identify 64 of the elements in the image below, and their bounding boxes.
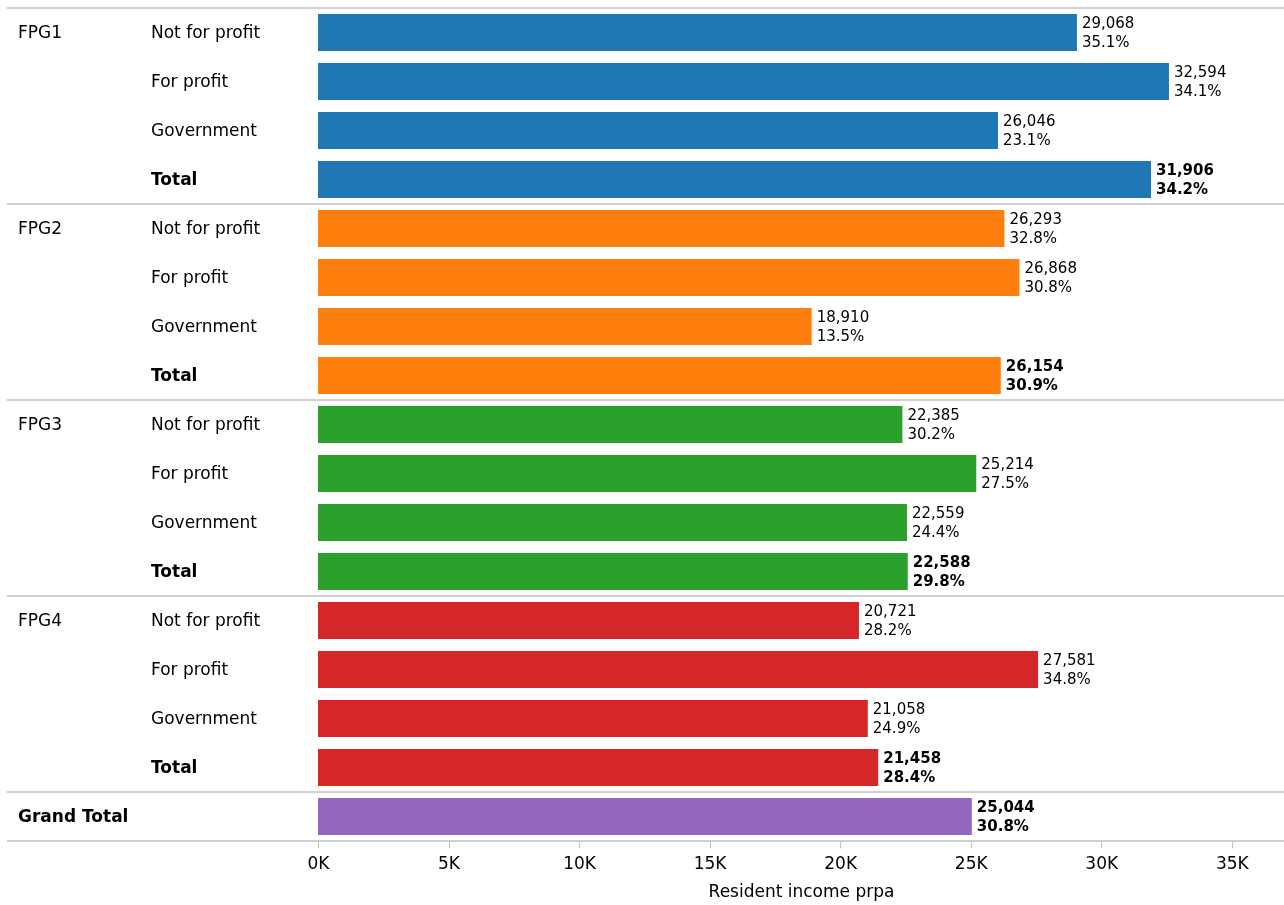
- bar: [318, 63, 1169, 100]
- text: 20,721 28.2%: [863, 602, 917, 639]
- text: FPG2: [18, 217, 63, 238]
- y-tick-label: Total: [151, 560, 198, 581]
- text: 25,044 30.8%: [976, 798, 1035, 835]
- y-tick-label: Not for profit: [151, 21, 261, 42]
- text: 22,385 30.2%: [907, 406, 960, 443]
- bar: [318, 406, 903, 443]
- text: FPG4: [18, 609, 63, 630]
- bar: [318, 308, 812, 345]
- text: 31,906 34.2%: [1156, 161, 1214, 198]
- x-tick-label: 5K: [438, 852, 461, 873]
- text: 18,910 13.5%: [816, 308, 870, 345]
- bar: [318, 700, 868, 737]
- bar: [318, 14, 1077, 51]
- x-tick-label: 0K: [307, 852, 331, 873]
- y-tick-label: Not for profit: [151, 217, 261, 238]
- x-tick-label: 35K: [1215, 852, 1250, 873]
- text: FPG3: [18, 413, 63, 434]
- text: 21,458 28.4%: [883, 749, 942, 786]
- y-tick-label: Total: [151, 756, 198, 777]
- text: 26,046 23.1%: [1003, 112, 1056, 149]
- text: 25,214 27.5%: [981, 455, 1034, 492]
- y-tick-label: Government: [151, 707, 258, 728]
- y-tick-label: Not for profit: [151, 413, 261, 434]
- text: Grand Total: [18, 805, 129, 826]
- bar: [318, 798, 972, 835]
- y-tick-label: Government: [151, 315, 258, 336]
- y-tick-label: For profit: [151, 658, 229, 679]
- bar: [318, 259, 1020, 296]
- text: FPG1: [18, 21, 63, 42]
- x-tick-label: 10K: [563, 852, 597, 873]
- y-tick-label: Total: [151, 364, 198, 385]
- bar: [318, 455, 977, 492]
- x-tick-label: 30K: [1085, 852, 1119, 873]
- bar: [318, 357, 1001, 394]
- y-tick-label: Government: [151, 511, 258, 532]
- bar: [318, 504, 907, 541]
- bar: [318, 651, 1039, 688]
- x-tick-label: 25K: [954, 852, 989, 873]
- bar: [318, 602, 859, 639]
- text: 26,868 30.8%: [1024, 259, 1077, 296]
- text: 27,581 34.8%: [1043, 651, 1096, 688]
- text: 26,293 32.8%: [1009, 210, 1062, 247]
- text: 22,559 24.4%: [911, 504, 965, 541]
- text: 22,588 29.8%: [912, 553, 971, 590]
- bar: [318, 749, 879, 786]
- x-tick-label: 15K: [693, 852, 728, 873]
- y-tick-label: Not for profit: [151, 609, 261, 630]
- text: 29,068 35.1%: [1081, 14, 1135, 51]
- y-tick-label: For profit: [151, 266, 229, 287]
- bar: [318, 161, 1152, 198]
- x-tick-label: 20K: [824, 852, 858, 873]
- y-tick-label: For profit: [151, 462, 229, 483]
- bar: [318, 210, 1005, 247]
- y-tick-label: Total: [151, 168, 198, 189]
- y-tick-label: Government: [151, 119, 258, 140]
- bar: [318, 553, 908, 590]
- text: 26,154 30.9%: [1005, 357, 1064, 394]
- y-tick-label: For profit: [151, 70, 229, 91]
- text: 32,594 34.1%: [1173, 63, 1227, 100]
- text: 21,058 24.9%: [872, 700, 926, 737]
- x-axis-title: Resident income prpa: [708, 880, 895, 901]
- bar: [318, 112, 999, 149]
